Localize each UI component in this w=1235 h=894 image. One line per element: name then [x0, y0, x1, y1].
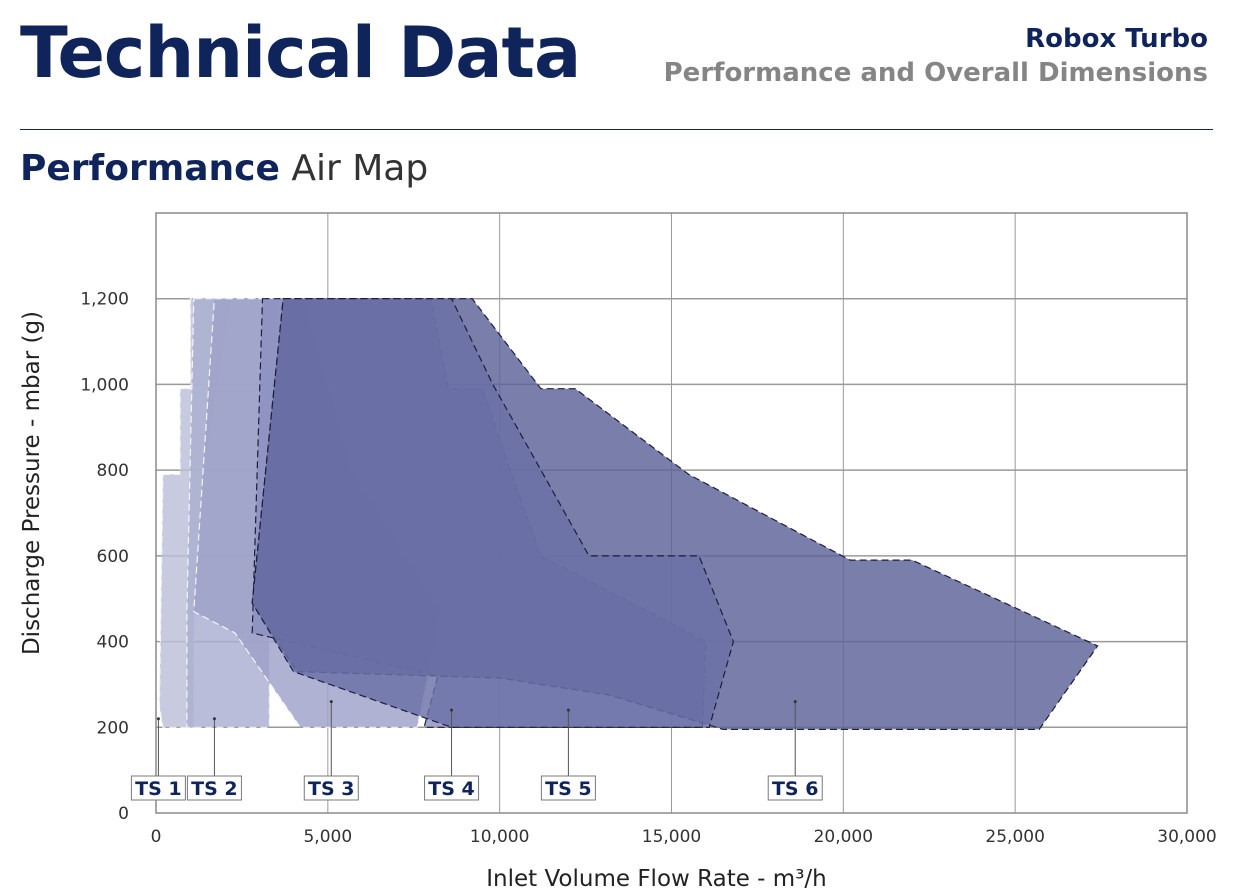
x-tick-label: 25,000: [985, 827, 1044, 847]
page-title: Technical Data: [20, 12, 581, 94]
series-label: TS 6: [772, 778, 818, 800]
series-label-box: [186, 775, 242, 801]
document-subtitle: Performance and Overall Dimensions: [663, 58, 1208, 88]
series-label-box: [303, 775, 359, 801]
series-label-box: [424, 775, 480, 801]
section-title: Performance Air Map: [20, 148, 428, 189]
x-tick-label: 5,000: [303, 827, 352, 847]
series-label-dot: [793, 700, 797, 704]
x-tick-label: 30,000: [1157, 827, 1216, 847]
y-tick-label: 800: [97, 461, 129, 481]
y-tick-label: 400: [97, 633, 129, 653]
operating-areas: [158, 298, 1099, 731]
x-tick-label: 20,000: [814, 827, 873, 847]
x-axis-ticks: 0 5,000 10,000 15,000 20,000 25,000 30,000: [151, 827, 1217, 847]
series-label-box: [540, 775, 596, 801]
section-title-light: Air Map: [291, 148, 429, 189]
y-axis-ticks: 0 200 400 600 800 1,000 1,200: [80, 290, 129, 824]
brand-name: Robox Turbo: [1025, 24, 1208, 54]
series-label: TS 3: [308, 778, 354, 800]
y-tick-label: 0: [118, 804, 129, 824]
y-tick-label: 200: [97, 718, 129, 738]
plot-frame: [155, 212, 1188, 814]
series-label-box: [767, 775, 823, 801]
header-divider: [20, 129, 1213, 130]
section-title-bold: Performance: [20, 148, 280, 189]
y-tick-label: 600: [97, 547, 129, 567]
series-label-dot: [329, 700, 333, 704]
y-tick-label: 1,000: [80, 375, 129, 395]
x-tick-label: 0: [151, 827, 162, 847]
x-tick-label: 10,000: [470, 827, 529, 847]
series-label-dot: [212, 717, 216, 721]
series-label: TS 2: [191, 778, 237, 800]
series-label-dot: [450, 708, 454, 712]
x-axis-title: Inlet Volume Flow Rate - m³/h: [486, 866, 827, 892]
y-tick-label: 1,200: [80, 290, 129, 310]
x-tick-label: 15,000: [642, 827, 701, 847]
series-labels: TS 1 TS 2 TS 3 TS 4 TS 5 TS 6: [130, 700, 823, 801]
operating-area-ts5: [251, 298, 735, 728]
series-label-dot: [156, 717, 160, 721]
series-label: TS 1: [135, 778, 181, 800]
series-label: TS 5: [545, 778, 591, 800]
series-label-dot: [566, 708, 570, 712]
series-label-box: [130, 775, 186, 801]
y-axis-title: Discharge Pressure - mbar (g): [19, 311, 45, 655]
series-label: TS 4: [428, 778, 474, 800]
